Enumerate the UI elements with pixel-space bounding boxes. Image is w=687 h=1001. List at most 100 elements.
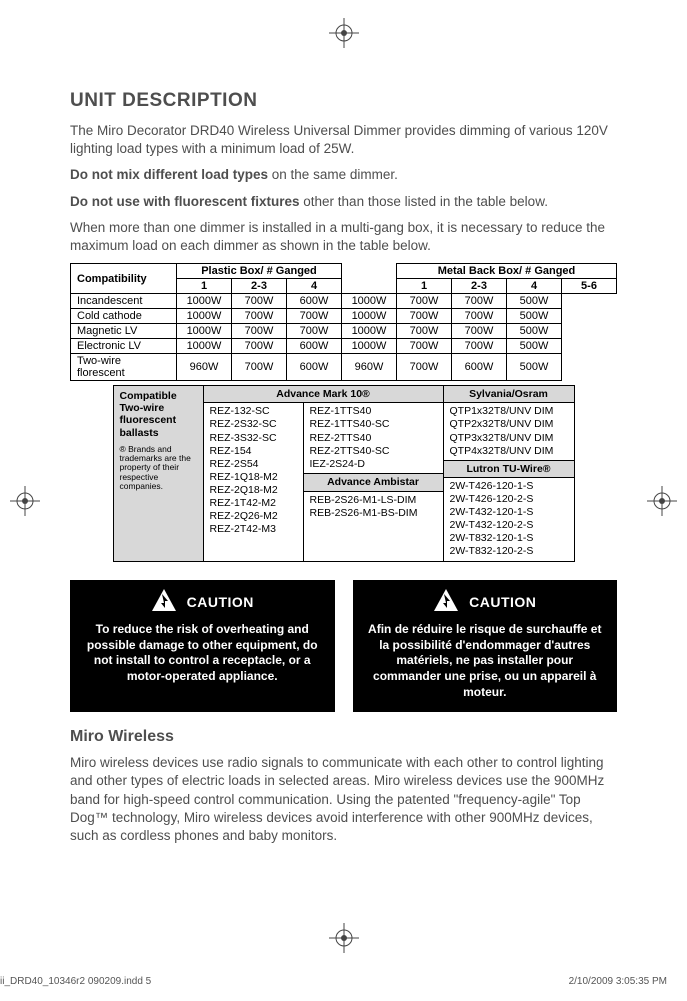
ballast-item: REZ-2TTS40 — [310, 432, 437, 445]
ballast-item: REZ-3S32-SC — [210, 432, 297, 445]
ballasts-col1: REZ-132-SCREZ-2S32-SCREZ-3S32-SCREZ-154R… — [204, 403, 304, 560]
table-cell: Two-wire florescent — [71, 354, 177, 381]
table-cell: 700W — [452, 339, 507, 354]
warning-load-types: Do not mix different load types on the s… — [70, 166, 617, 184]
caution-body: To reduce the risk of overheating and po… — [80, 622, 325, 684]
warning-triangle-icon — [433, 588, 459, 617]
caution-box-fr: CAUTION Afin de réduire le risque de sur… — [353, 580, 618, 713]
table-cell: 700W — [397, 294, 452, 309]
table-row: Incandescent1000W700W600W1000W700W700W50… — [71, 294, 617, 309]
table-cell: 1000W — [177, 294, 232, 309]
table-cell: 1000W — [342, 294, 397, 309]
table-cell: 1000W — [177, 324, 232, 339]
table-gap — [342, 264, 397, 294]
ballast-item: 2W-T832-120-2-S — [450, 545, 568, 558]
table-cell: 700W — [232, 309, 287, 324]
table-subheader: 2-3 — [232, 279, 287, 294]
table-cell: Cold cathode — [71, 309, 177, 324]
table-subheader: 4 — [287, 279, 342, 294]
table-subheader: 1 — [397, 279, 452, 294]
ballast-item: QTP2x32T8/UNV DIM — [450, 418, 568, 431]
ballasts-ambistar-header: Advance Ambistar — [304, 473, 443, 492]
table-cell: 960W — [177, 354, 232, 381]
ballast-item: QTP1x32T8/UNV DIM — [450, 405, 568, 418]
table-cell: 500W — [507, 324, 562, 339]
ballasts-trademark-note: ® Brands and trademarks are the property… — [120, 445, 197, 492]
ballast-item: 2W-T432-120-1-S — [450, 506, 568, 519]
ballast-item: REZ-2S54 — [210, 458, 297, 471]
table-subheader: 1 — [177, 279, 232, 294]
table-cell: 700W — [232, 324, 287, 339]
ballast-item: REZ-1TTS40-SC — [310, 418, 437, 431]
warning-fluorescent: Do not use with fluorescent fixtures oth… — [70, 193, 617, 211]
table-row: Cold cathode1000W700W700W1000W700W700W50… — [71, 309, 617, 324]
ballast-item: REZ-2Q26-M2 — [210, 510, 297, 523]
table-cell: 700W — [287, 324, 342, 339]
ballasts-mid: Advance Mark 10® REZ-132-SCREZ-2S32-SCRE… — [204, 386, 443, 560]
warning-bold: Do not mix different load types — [70, 167, 268, 182]
table-cell: 700W — [397, 339, 452, 354]
registration-mark-icon — [647, 486, 677, 516]
caution-row: CAUTION To reduce the risk of overheatin… — [70, 580, 617, 713]
miro-heading: Miro Wireless — [70, 728, 617, 746]
ballasts-col2: REZ-1TTS40REZ-1TTS40-SCREZ-2TTS40REZ-2TT… — [304, 403, 443, 560]
ballast-item: QTP4x32T8/UNV DIM — [450, 445, 568, 458]
table-cell: 700W — [452, 324, 507, 339]
ballast-item: 2W-T432-120-2-S — [450, 519, 568, 532]
ballast-item: REB-2S26-M1-LS-DIM — [310, 494, 437, 507]
table-cell: Incandescent — [71, 294, 177, 309]
ballasts-table: Compatible Two-wire fluorescent ballasts… — [113, 385, 575, 561]
warning-bold: Do not use with fluorescent fixtures — [70, 194, 300, 209]
table-cell: 600W — [287, 294, 342, 309]
table-cell: 500W — [507, 294, 562, 309]
compatibility-table: Compatibility Plastic Box/ # Ganged Meta… — [70, 263, 617, 381]
table-row: Two-wire florescent960W700W600W960W700W6… — [71, 354, 617, 381]
table-cell: 700W — [232, 294, 287, 309]
table-cell: 700W — [452, 309, 507, 324]
page-footer: ii_DRD40_10346r2 090209.indd 5 2/10/2009… — [0, 976, 687, 987]
table-cell: 500W — [507, 309, 562, 324]
page-title: UNIT DESCRIPTION — [70, 90, 617, 112]
ballast-item: REZ-1T42-M2 — [210, 497, 297, 510]
table-cell: 1000W — [342, 324, 397, 339]
table-cell: 500W — [507, 354, 562, 381]
table-cell: 500W — [507, 339, 562, 354]
table-cell: 700W — [397, 354, 452, 381]
warning-rest: on the same dimmer. — [268, 167, 398, 182]
ballast-item: REZ-2Q18-M2 — [210, 484, 297, 497]
table-cell: 700W — [397, 309, 452, 324]
table-cell: 700W — [232, 354, 287, 381]
table-cell: 1000W — [177, 339, 232, 354]
caution-label: CAUTION — [469, 593, 536, 611]
ballast-item: QTP3x32T8/UNV DIM — [450, 432, 568, 445]
warning-rest: other than those listed in the table bel… — [300, 194, 548, 209]
table-header: Compatibility — [71, 264, 177, 294]
ballasts-right: Sylvania/Osram QTP1x32T8/UNV DIMQTP2x32T… — [443, 386, 574, 560]
table-cell: 700W — [452, 294, 507, 309]
table-cell: 600W — [287, 354, 342, 381]
footer-filename: ii_DRD40_10346r2 090209.indd 5 — [0, 976, 151, 987]
ballast-item: REZ-2T42-M3 — [210, 523, 297, 536]
table-cell: 960W — [342, 354, 397, 381]
table-cell: Magnetic LV — [71, 324, 177, 339]
table-cell: 1000W — [342, 309, 397, 324]
table-row: Electronic LV1000W700W600W1000W700W700W5… — [71, 339, 617, 354]
table-cell: 600W — [287, 339, 342, 354]
caution-body: Afin de réduire le risque de surchauffe … — [363, 622, 608, 700]
table-row: Magnetic LV1000W700W700W1000W700W700W500… — [71, 324, 617, 339]
table-header: Metal Back Box/ # Ganged — [397, 264, 617, 279]
table-cell: 700W — [287, 309, 342, 324]
ballast-item: REZ-154 — [210, 445, 297, 458]
ballast-item: IEZ-2S24-D — [310, 458, 437, 471]
ballast-item: REZ-2S32-SC — [210, 418, 297, 431]
table-cell: 1000W — [177, 309, 232, 324]
page: UNIT DESCRIPTION The Miro Decorator DRD4… — [0, 0, 687, 1001]
ballast-item: 2W-T426-120-2-S — [450, 493, 568, 506]
ballasts-lutron-body: 2W-T426-120-1-S2W-T426-120-2-S2W-T432-12… — [444, 478, 574, 561]
table-header: Plastic Box/ # Ganged — [177, 264, 342, 279]
ballast-item: REZ-1TTS40 — [310, 405, 437, 418]
ballasts-title: Compatible Two-wire fluorescent ballasts — [120, 390, 197, 438]
ballast-item: 2W-T426-120-1-S — [450, 480, 568, 493]
table-subheader: 5-6 — [562, 279, 617, 294]
ballast-item: REZ-2TTS40-SC — [310, 445, 437, 458]
